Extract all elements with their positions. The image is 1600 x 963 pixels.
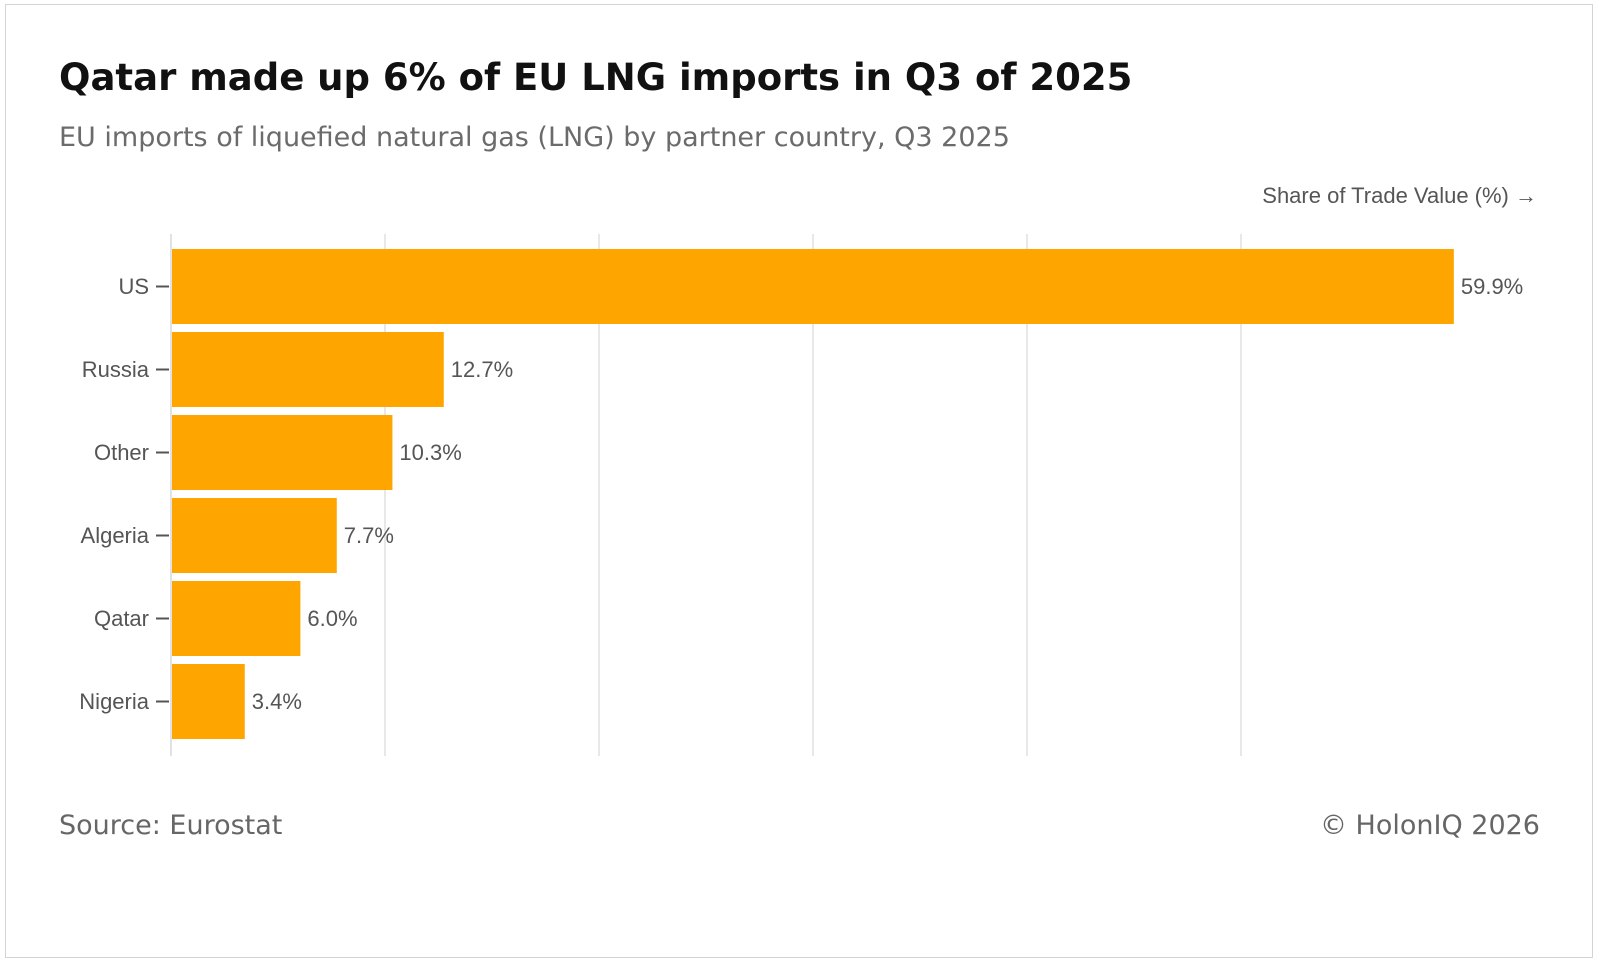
data-label: 10.3% xyxy=(399,440,461,465)
data-label: 3.4% xyxy=(252,689,302,714)
data-label: 59.9% xyxy=(1461,274,1523,299)
data-label: 7.7% xyxy=(344,523,394,548)
x-axis-label: Share of Trade Value (%) → xyxy=(1262,183,1537,208)
bar-other xyxy=(172,415,393,490)
data-label: 6.0% xyxy=(307,606,357,631)
category-label: Qatar xyxy=(94,606,149,631)
chart-title: Qatar made up 6% of EU LNG imports in Q3… xyxy=(59,56,1133,99)
bar-qatar xyxy=(172,581,301,656)
category-label: Algeria xyxy=(81,523,150,548)
copyright-note: © HolonIQ 2026 xyxy=(1319,810,1540,841)
bar-algeria xyxy=(172,498,337,573)
bar-russia xyxy=(172,332,444,407)
source-note: Source: Eurostat xyxy=(59,810,283,841)
category-label: Nigeria xyxy=(79,689,149,714)
labels: US 59.9% Russia 12.7% Other 10.3% Algeria 7.7% Q… xyxy=(79,274,1523,714)
bar-us xyxy=(172,249,1454,324)
category-label: Other xyxy=(94,440,149,465)
category-label: Russia xyxy=(82,357,150,382)
bar-nigeria xyxy=(172,664,245,739)
data-label: 12.7% xyxy=(451,357,513,382)
bars xyxy=(172,249,1454,739)
category-label: US xyxy=(118,274,149,299)
chart-subtitle: EU imports of liquefied natural gas (LNG… xyxy=(59,122,1010,153)
